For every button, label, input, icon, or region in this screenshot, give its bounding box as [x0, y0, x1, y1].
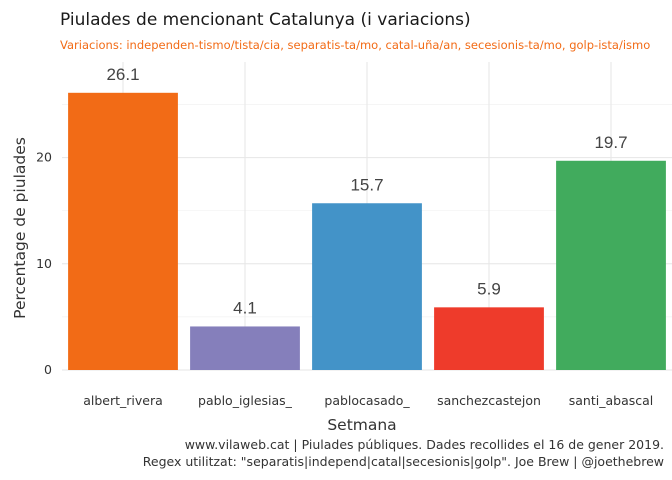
x-tick-label: sanchezcastejon	[437, 393, 541, 408]
y-tick-label: 10	[36, 256, 52, 271]
bars	[68, 92, 666, 371]
y-axis-title: Percentage de piulades	[11, 137, 29, 319]
data-label: 15.7	[350, 175, 383, 194]
caption-line-2: Regex utilitzat: "separatis|independ|cat…	[143, 454, 664, 469]
data-label: 4.1	[233, 298, 257, 317]
chart-subtitle: Variacions: independen-tismo/tista/cia, …	[60, 38, 650, 52]
data-label: 5.9	[477, 279, 501, 298]
x-tick-label: pablocasado_	[324, 393, 410, 408]
data-label: 26.1	[106, 65, 139, 84]
x-axis-title: Setmana	[327, 416, 396, 434]
data-labels: 26.1 4.1 15.7 5.9 19.7	[106, 65, 627, 318]
bar-sanchezcastejon	[434, 307, 544, 370]
y-tick-label: 20	[36, 150, 52, 165]
y-axis-ticks: 0 10 20	[36, 150, 52, 377]
x-tick-label: albert_rivera	[83, 393, 163, 408]
x-tick-label: pablo_iglesias_	[198, 393, 293, 408]
caption-line-1: www.vilaweb.cat | Piulades públiques. Da…	[185, 437, 664, 452]
bar-albert-rivera	[68, 92, 178, 371]
chart-title: Piulades de mencionant Catalunya (i vari…	[60, 10, 471, 30]
bar-santi-abascal	[556, 160, 666, 370]
data-label: 19.7	[594, 133, 627, 152]
y-tick-label: 0	[44, 362, 52, 377]
x-tick-label: santi_abascal	[569, 393, 654, 408]
bar-pablocasado	[312, 203, 422, 370]
bar-pablo-iglesias	[190, 326, 300, 370]
x-axis-ticks: albert_rivera pablo_iglesias_ pablocasado_…	[83, 393, 653, 408]
